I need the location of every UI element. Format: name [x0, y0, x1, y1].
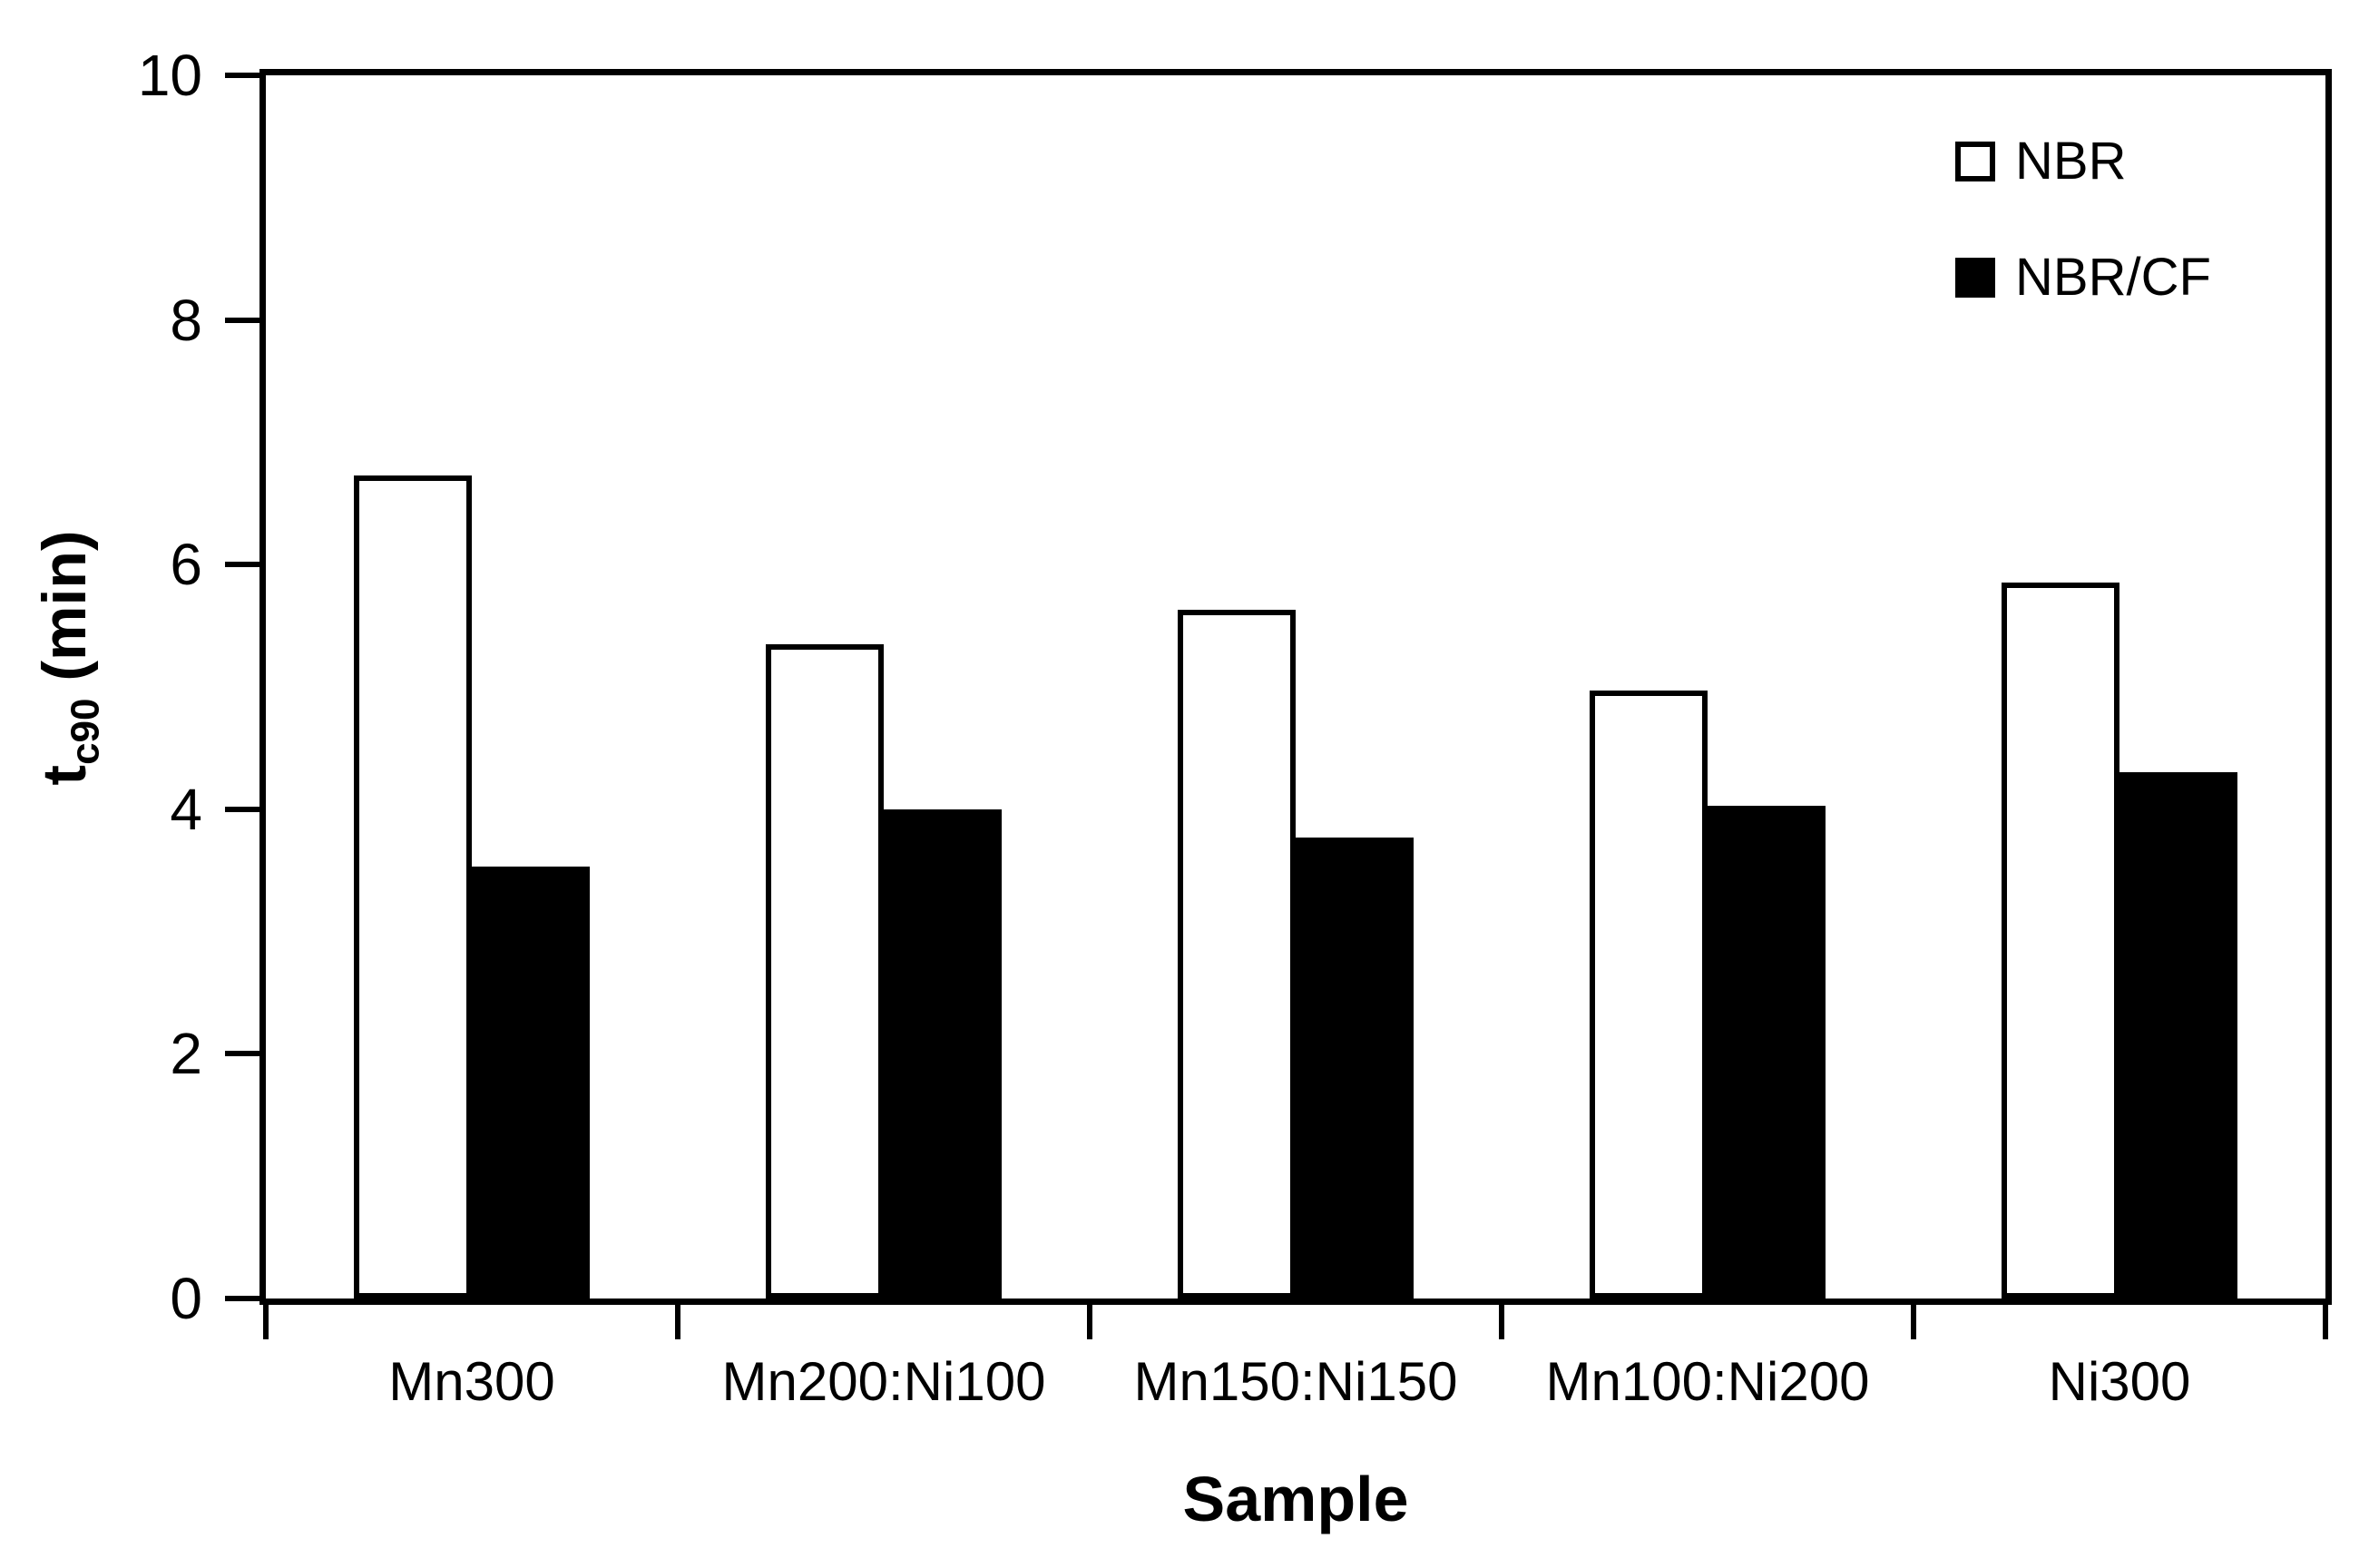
y-tick-label-4: 4: [170, 776, 202, 842]
y-tick-8: [225, 317, 259, 323]
y-tick-10: [225, 73, 259, 78]
x-category-label-mn200-ni100: Mn200:Ni100: [721, 1351, 1046, 1412]
y-tick-6: [225, 562, 259, 568]
x-tick-1: [675, 1305, 680, 1339]
x-tick-5: [2323, 1305, 2328, 1339]
x-axis-title: Sample: [1182, 1464, 1409, 1534]
legend: NBR NBR/CF: [1955, 135, 2211, 304]
x-tick-2: [1087, 1305, 1092, 1339]
bar-nbr-mn100-ni200: [1590, 691, 1708, 1298]
y-tick-label-2: 2: [170, 1021, 202, 1087]
legend-label-nbr: NBR: [2015, 132, 2127, 191]
y-tick-label-6: 6: [170, 532, 202, 598]
x-category-label-ni300: Ni300: [2048, 1351, 2191, 1412]
bar-nbr-ni300: [2002, 583, 2119, 1298]
x-tick-4: [1911, 1305, 1916, 1339]
y-tick-label-0: 0: [170, 1266, 202, 1331]
x-tick-0: [263, 1305, 269, 1339]
x-category-label-mn300: Mn300: [388, 1351, 555, 1412]
bar-nbr-cf-ni300: [2119, 772, 2237, 1298]
x-tick-3: [1499, 1305, 1504, 1339]
legend-swatch-filled-icon: [1955, 258, 1995, 298]
x-category-label-mn150-ni150: Mn150:Ni150: [1133, 1351, 1458, 1412]
legend-item-nbr-cf: NBR/CF: [1955, 251, 2211, 304]
bar-nbr-mn200-ni100: [766, 644, 884, 1298]
bar-nbr-cf-mn150-ni150: [1296, 838, 1414, 1298]
x-category-label-mn100-ni200: Mn100:Ni200: [1545, 1351, 1870, 1412]
plot-area: 0 2 4 6 8 10 Mn300 Mn200:Ni100 Mn150:Ni150 Mn100…: [138, 43, 2332, 1412]
legend-label-nbr-cf: NBR/CF: [2015, 248, 2211, 307]
y-tick-4: [225, 806, 259, 812]
bar-nbr-cf-mn200-ni100: [884, 809, 1002, 1298]
y-tick-0: [225, 1296, 259, 1301]
y-axis-title-subscript: c90: [63, 698, 108, 765]
bar-nbr-mn150-ni150: [1178, 610, 1296, 1298]
y-tick-2: [225, 1051, 259, 1057]
y-tick-label-8: 8: [170, 287, 202, 353]
bar-nbr-mn300: [354, 475, 472, 1298]
bar-nbr-cf-mn300: [472, 867, 590, 1298]
legend-item-nbr: NBR: [1955, 135, 2211, 188]
bar-nbr-cf-mn100-ni200: [1708, 806, 1826, 1298]
legend-swatch-open-icon: [1955, 142, 1995, 181]
y-tick-label-10: 10: [137, 43, 202, 108]
